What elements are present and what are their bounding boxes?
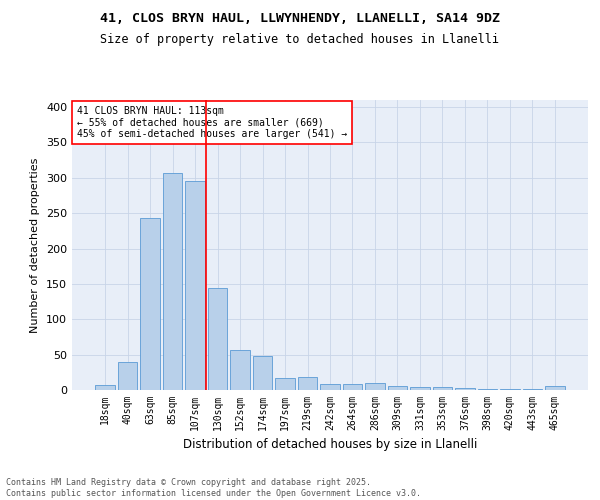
Bar bbox=[95, 385, 115, 390]
Text: Contains HM Land Registry data © Crown copyright and database right 2025.
Contai: Contains HM Land Registry data © Crown c… bbox=[6, 478, 421, 498]
Bar bbox=[118, 362, 137, 390]
Text: 41, CLOS BRYN HAUL, LLWYNHENDY, LLANELLI, SA14 9DZ: 41, CLOS BRYN HAUL, LLWYNHENDY, LLANELLI… bbox=[100, 12, 500, 26]
Bar bbox=[253, 356, 272, 390]
Bar bbox=[343, 384, 362, 390]
Y-axis label: Number of detached properties: Number of detached properties bbox=[31, 158, 40, 332]
Bar bbox=[545, 386, 565, 390]
Bar bbox=[388, 386, 407, 390]
Bar bbox=[163, 173, 182, 390]
Bar bbox=[275, 378, 295, 390]
Bar bbox=[208, 288, 227, 390]
Bar bbox=[365, 383, 385, 390]
Bar bbox=[298, 376, 317, 390]
X-axis label: Distribution of detached houses by size in Llanelli: Distribution of detached houses by size … bbox=[183, 438, 477, 452]
Text: 41 CLOS BRYN HAUL: 113sqm
← 55% of detached houses are smaller (669)
45% of semi: 41 CLOS BRYN HAUL: 113sqm ← 55% of detac… bbox=[77, 106, 347, 139]
Bar bbox=[410, 387, 430, 390]
Text: Size of property relative to detached houses in Llanelli: Size of property relative to detached ho… bbox=[101, 32, 499, 46]
Bar bbox=[140, 218, 160, 390]
Bar bbox=[230, 350, 250, 390]
Bar bbox=[185, 182, 205, 390]
Bar bbox=[455, 388, 475, 390]
Bar bbox=[320, 384, 340, 390]
Bar bbox=[433, 387, 452, 390]
